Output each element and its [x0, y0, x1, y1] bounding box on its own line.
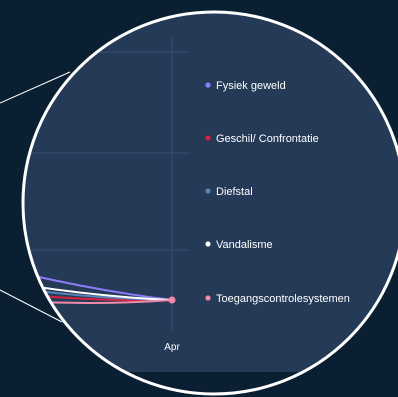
x-axis-ticks: Apr	[164, 342, 180, 353]
x-tick-label-0: Apr	[164, 342, 180, 353]
legend-label-3: Vandalisme	[216, 239, 273, 251]
legend-swatch-2	[205, 188, 211, 194]
legend-label-4: Toegangscontrolesystemen	[216, 293, 350, 305]
legend-label-2: Diefstal	[216, 186, 253, 198]
legend-swatch-1	[205, 135, 211, 141]
data-point-apr	[168, 296, 176, 304]
series-lines	[23, 267, 173, 304]
zoom-connector-top	[0, 71, 71, 104]
legend-label-1: Geschil/ Confrontatie	[216, 133, 319, 145]
series-line-4	[23, 299, 173, 304]
legend: Fysiek geweld Geschil/ Confrontatie Diefst…	[205, 80, 350, 305]
magnifier-border	[21, 10, 398, 396]
legend-swatch-4	[205, 295, 211, 301]
legend-swatch-0	[205, 82, 211, 88]
legend-label-0: Fysiek geweld	[216, 80, 286, 92]
series-line-3	[23, 280, 173, 301]
zoom-connector-bottom	[0, 289, 63, 323]
legend-swatch-3	[205, 241, 211, 247]
series-points	[168, 296, 176, 304]
series-line-0	[23, 267, 173, 301]
chart-panel	[23, 12, 398, 372]
